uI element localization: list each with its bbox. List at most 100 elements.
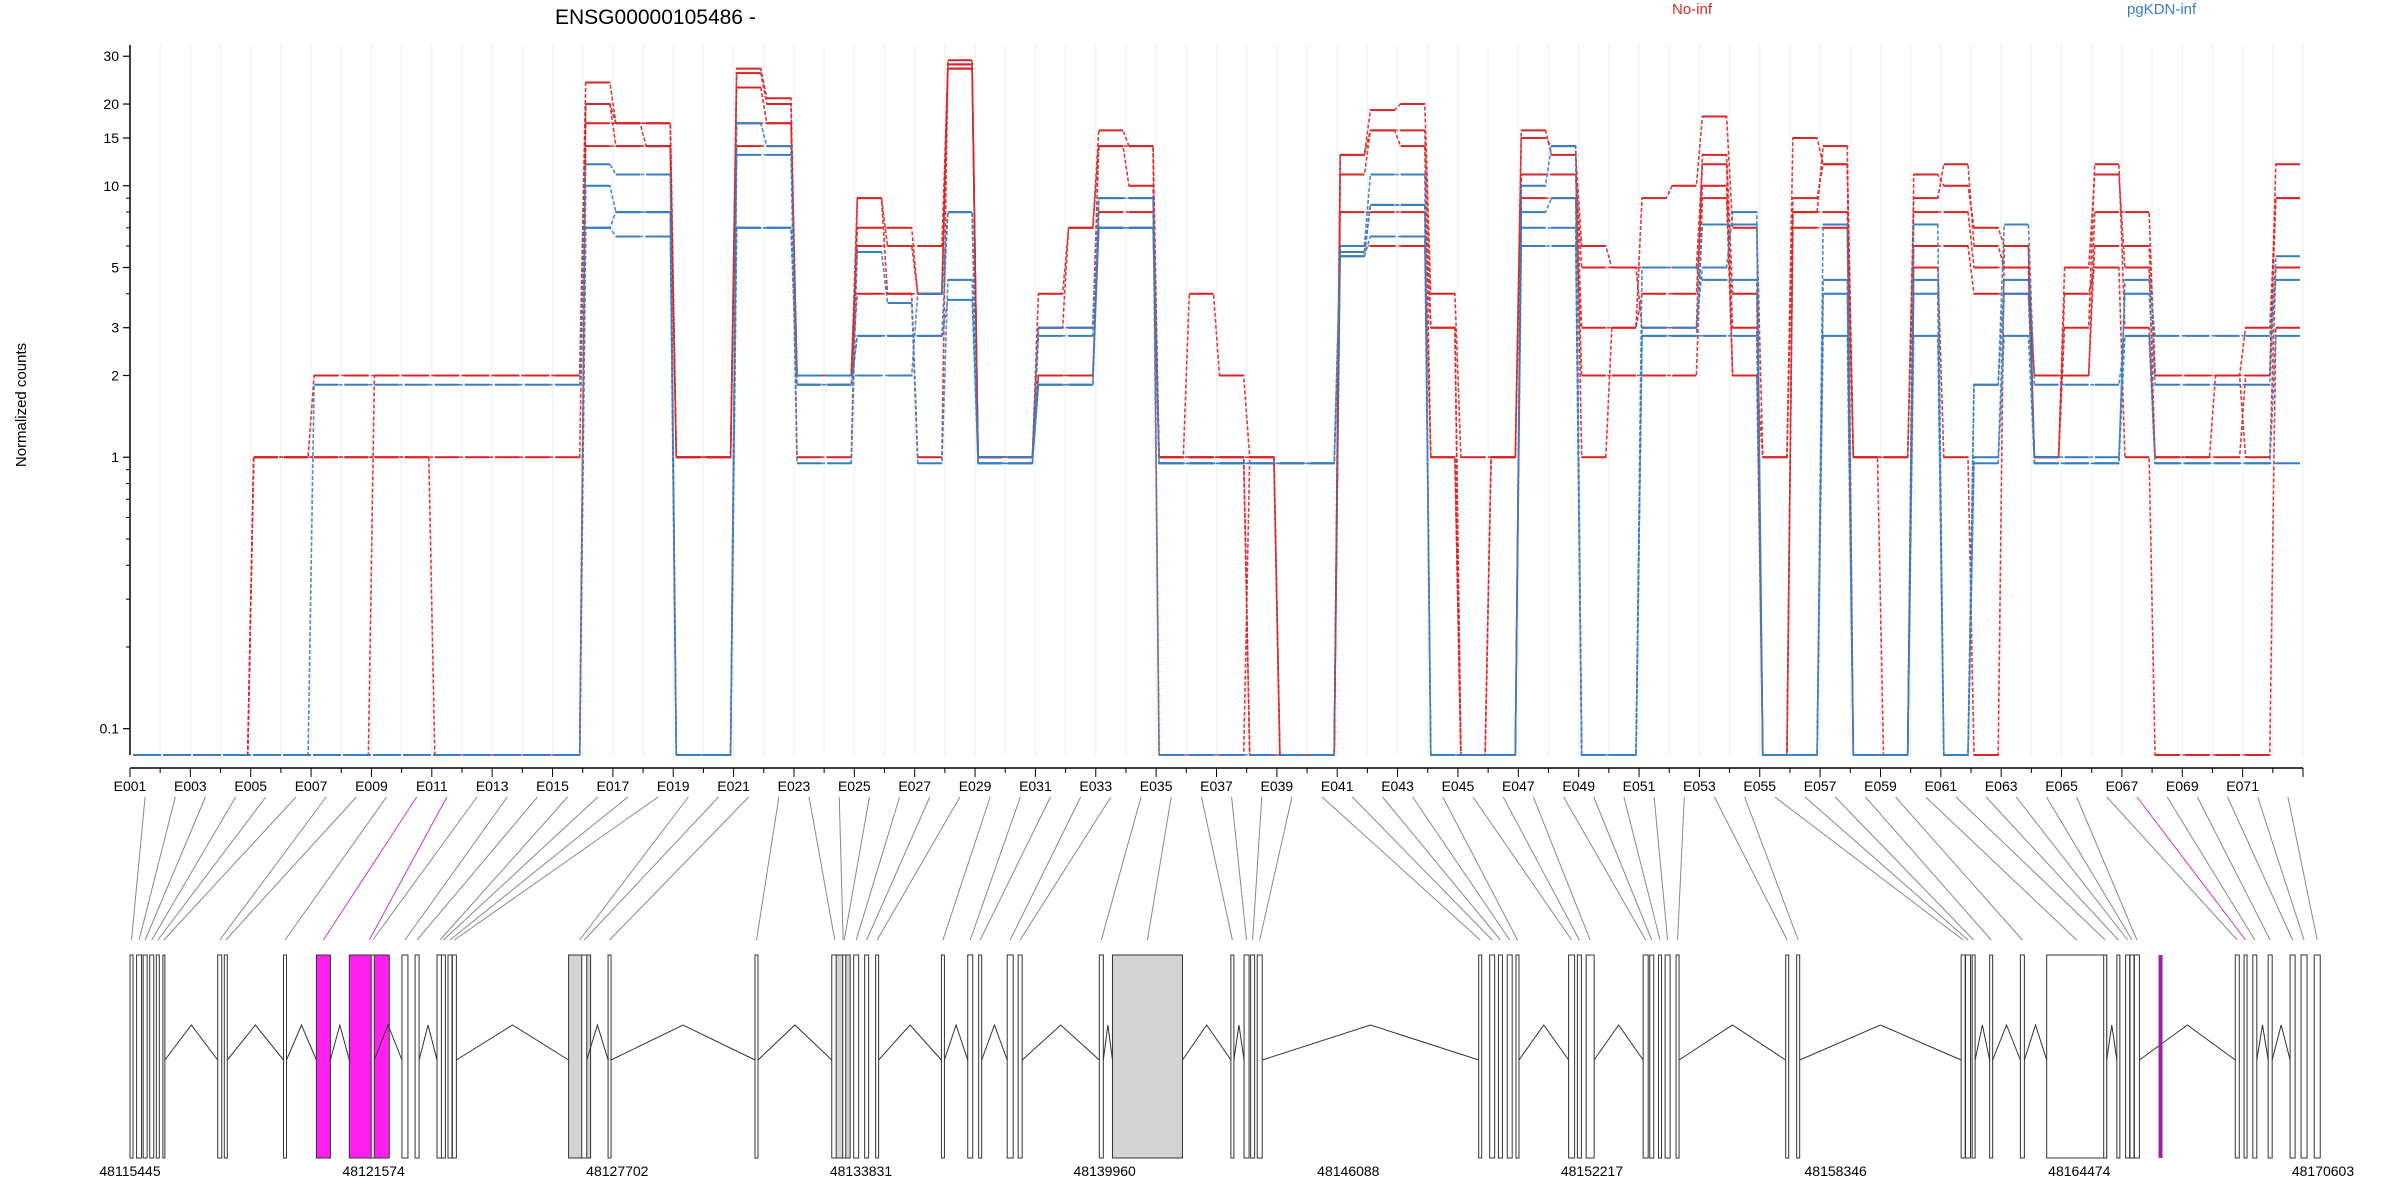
exon-connector xyxy=(404,796,508,941)
gene-exon xyxy=(348,954,390,1159)
exon-label: E061 xyxy=(1924,778,1957,794)
exon-connector xyxy=(2287,796,2318,941)
exon-connector xyxy=(449,796,629,941)
exon-label: E067 xyxy=(2106,778,2139,794)
exon-connector xyxy=(1804,796,1969,941)
gene-exon xyxy=(1585,954,1595,1159)
exon-label: E039 xyxy=(1261,778,1294,794)
gene-exon xyxy=(1243,954,1250,1159)
exon-connector xyxy=(583,796,719,941)
exon-connector xyxy=(284,796,387,941)
exon-connector xyxy=(439,796,568,941)
intron-line xyxy=(1678,1024,1786,1061)
exon-label: E031 xyxy=(1019,778,1052,794)
intron-line xyxy=(1518,1024,1570,1061)
genomic-coordinate-label: 48170603 xyxy=(2292,1163,2355,1179)
exon-connectors xyxy=(131,796,2318,941)
gene-exon xyxy=(162,954,166,1159)
intron-line xyxy=(226,1024,284,1061)
genomic-coordinate-label: 48115445 xyxy=(99,1163,160,1179)
exon-connector xyxy=(1623,796,1661,941)
y-tick-label: 1 xyxy=(111,449,119,465)
gene-exon xyxy=(568,954,592,1159)
intron-line xyxy=(329,1023,350,1061)
intron-line xyxy=(456,1024,569,1061)
gene-exon xyxy=(1675,954,1680,1159)
gene-exon xyxy=(607,954,612,1159)
exon-label: E043 xyxy=(1381,778,1414,794)
gene-exon xyxy=(149,954,155,1159)
intron-line xyxy=(373,1023,403,1061)
exon-connector xyxy=(454,796,659,941)
gene-exon xyxy=(1478,954,1483,1159)
genomic-coordinate-label: 48146088 xyxy=(1317,1163,1380,1179)
gene-exon xyxy=(1576,954,1582,1159)
exon-label: E009 xyxy=(355,778,388,794)
gene-exon xyxy=(1785,954,1790,1159)
gene-exon xyxy=(2267,954,2273,1159)
exon-connector xyxy=(1146,796,1172,941)
intron-line xyxy=(1262,1024,1479,1061)
exon-connector xyxy=(855,796,901,941)
gene-exon xyxy=(1230,954,1235,1159)
gene-exon xyxy=(401,954,409,1159)
exon-connector xyxy=(1259,796,1293,941)
gene-exon xyxy=(155,954,160,1159)
intron-line xyxy=(2271,1024,2291,1061)
intron-line xyxy=(2139,1024,2236,1061)
gene-exon xyxy=(1796,954,1801,1159)
intron-line xyxy=(1992,1023,2021,1061)
gene-exon xyxy=(2046,954,2108,1159)
intron-line xyxy=(586,1023,609,1061)
exon-label: E007 xyxy=(295,778,328,794)
exon-connector xyxy=(866,796,931,941)
exon-connector xyxy=(756,796,780,941)
gene-exon xyxy=(2243,954,2248,1159)
exon-connector xyxy=(969,796,1021,941)
exon-label: E057 xyxy=(1804,778,1837,794)
exon-label: E069 xyxy=(2166,778,2199,794)
gene-exon xyxy=(2313,954,2321,1159)
intron-line xyxy=(1182,1024,1232,1061)
gene-exon xyxy=(1489,954,1496,1159)
axes: 0.1 1 2 3 5 10 15 20 30 E001 E003 E005 E007 E009 E011 E… xyxy=(100,45,2304,794)
intron-line xyxy=(610,1024,756,1061)
exon-connector xyxy=(1955,796,2106,941)
gene-exon xyxy=(370,954,375,1159)
y-tick-label: 2 xyxy=(111,368,119,384)
gene-exon xyxy=(581,954,588,1159)
exon-connector xyxy=(1925,796,2078,941)
gene-exon xyxy=(2129,954,2135,1159)
genomic-coordinate-label: 48164474 xyxy=(2048,1163,2111,1179)
exon-connector xyxy=(2015,796,2129,941)
exon-connector xyxy=(1744,796,1799,941)
gene-exon xyxy=(1960,954,1966,1159)
exon-connector xyxy=(2257,796,2305,941)
exon-label: E071 xyxy=(2226,778,2259,794)
y-tick-label: 10 xyxy=(103,178,119,194)
exon-connector xyxy=(131,796,146,941)
gene-exon xyxy=(1250,954,1256,1159)
exon-connector xyxy=(416,796,538,941)
gene-exon xyxy=(142,954,148,1159)
intron-line xyxy=(1102,1024,1113,1061)
exon-connector xyxy=(1677,796,1685,941)
gene-exon xyxy=(1515,954,1520,1159)
exon-connector xyxy=(1252,796,1263,941)
exon-connector xyxy=(609,796,750,941)
gene-exon xyxy=(1006,954,1014,1159)
gene-exon xyxy=(1497,954,1503,1159)
exon-connector xyxy=(2046,796,2133,941)
gene-exon xyxy=(2252,954,2258,1159)
exon-connector xyxy=(157,796,267,941)
exon-connector xyxy=(138,796,176,941)
exon-connector xyxy=(2166,796,2256,941)
y-tick-label: 3 xyxy=(111,320,119,336)
exon-connector xyxy=(876,796,961,941)
gene-exon xyxy=(223,954,228,1159)
intron-line xyxy=(2023,1023,2048,1061)
exon-label: E019 xyxy=(657,778,690,794)
exon-label: E053 xyxy=(1683,778,1716,794)
gene-exon xyxy=(1649,954,1655,1159)
exon-connector xyxy=(1100,796,1142,941)
